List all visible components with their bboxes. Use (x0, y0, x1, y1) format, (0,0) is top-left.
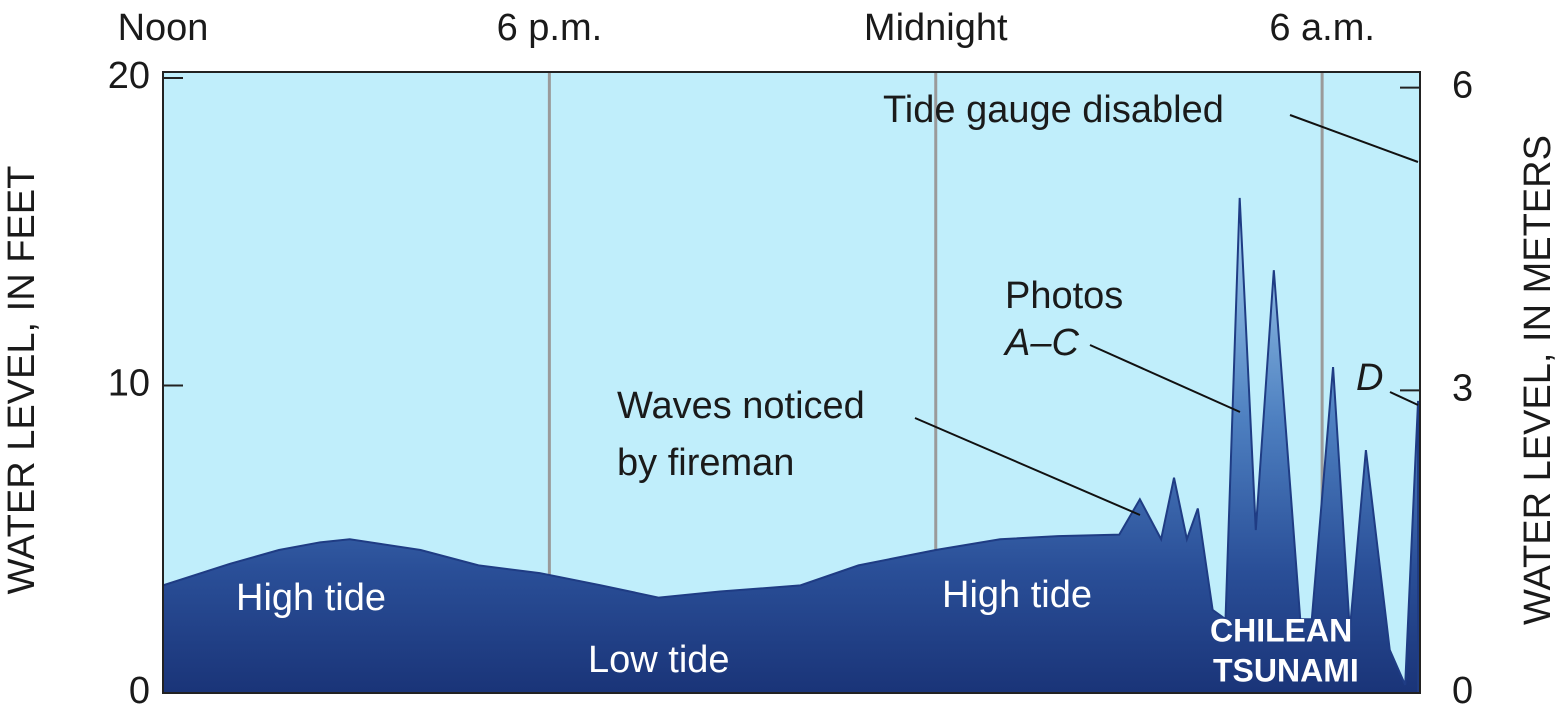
y-tick-label: 0 (129, 670, 150, 712)
annotation: High tide (236, 577, 386, 619)
annotation: Tide gauge disabled (883, 89, 1224, 131)
annotation: by fireman (617, 442, 794, 484)
annotation: Waves noticed (617, 385, 865, 427)
leader-line (1089, 344, 1241, 413)
annotation: TSUNAMI (1213, 652, 1359, 688)
y-axis-label: WATER LEVEL, IN FEET (1, 166, 43, 595)
y-tick-label: 20 (108, 55, 150, 97)
plot-frame (162, 71, 1421, 694)
annotation: High tide (942, 574, 1092, 616)
annotation: CHILEAN (1210, 612, 1352, 648)
y-tick-label: 10 (108, 363, 150, 405)
annotation: Low tide (588, 639, 730, 681)
annotation: D (1356, 357, 1383, 399)
y2-tick-label: 6 (1452, 65, 1473, 107)
annotation: Photos (1005, 275, 1123, 317)
leader-line (1289, 114, 1419, 163)
x-tick-label: Noon (118, 7, 209, 49)
y2-tick-label: 3 (1452, 367, 1473, 409)
water-area (162, 197, 1420, 694)
leader-line (914, 417, 1141, 516)
y2-tick-label: 0 (1452, 670, 1473, 712)
x-tick-label: Midnight (864, 7, 1008, 49)
y2-axis-label: WATER LEVEL, IN METERS (1517, 135, 1559, 625)
x-tick-label: 6 p.m. (497, 7, 603, 49)
annotation: A–C (1003, 322, 1079, 364)
x-tick-label: 6 a.m. (1269, 7, 1375, 49)
leader-line (1389, 391, 1419, 406)
